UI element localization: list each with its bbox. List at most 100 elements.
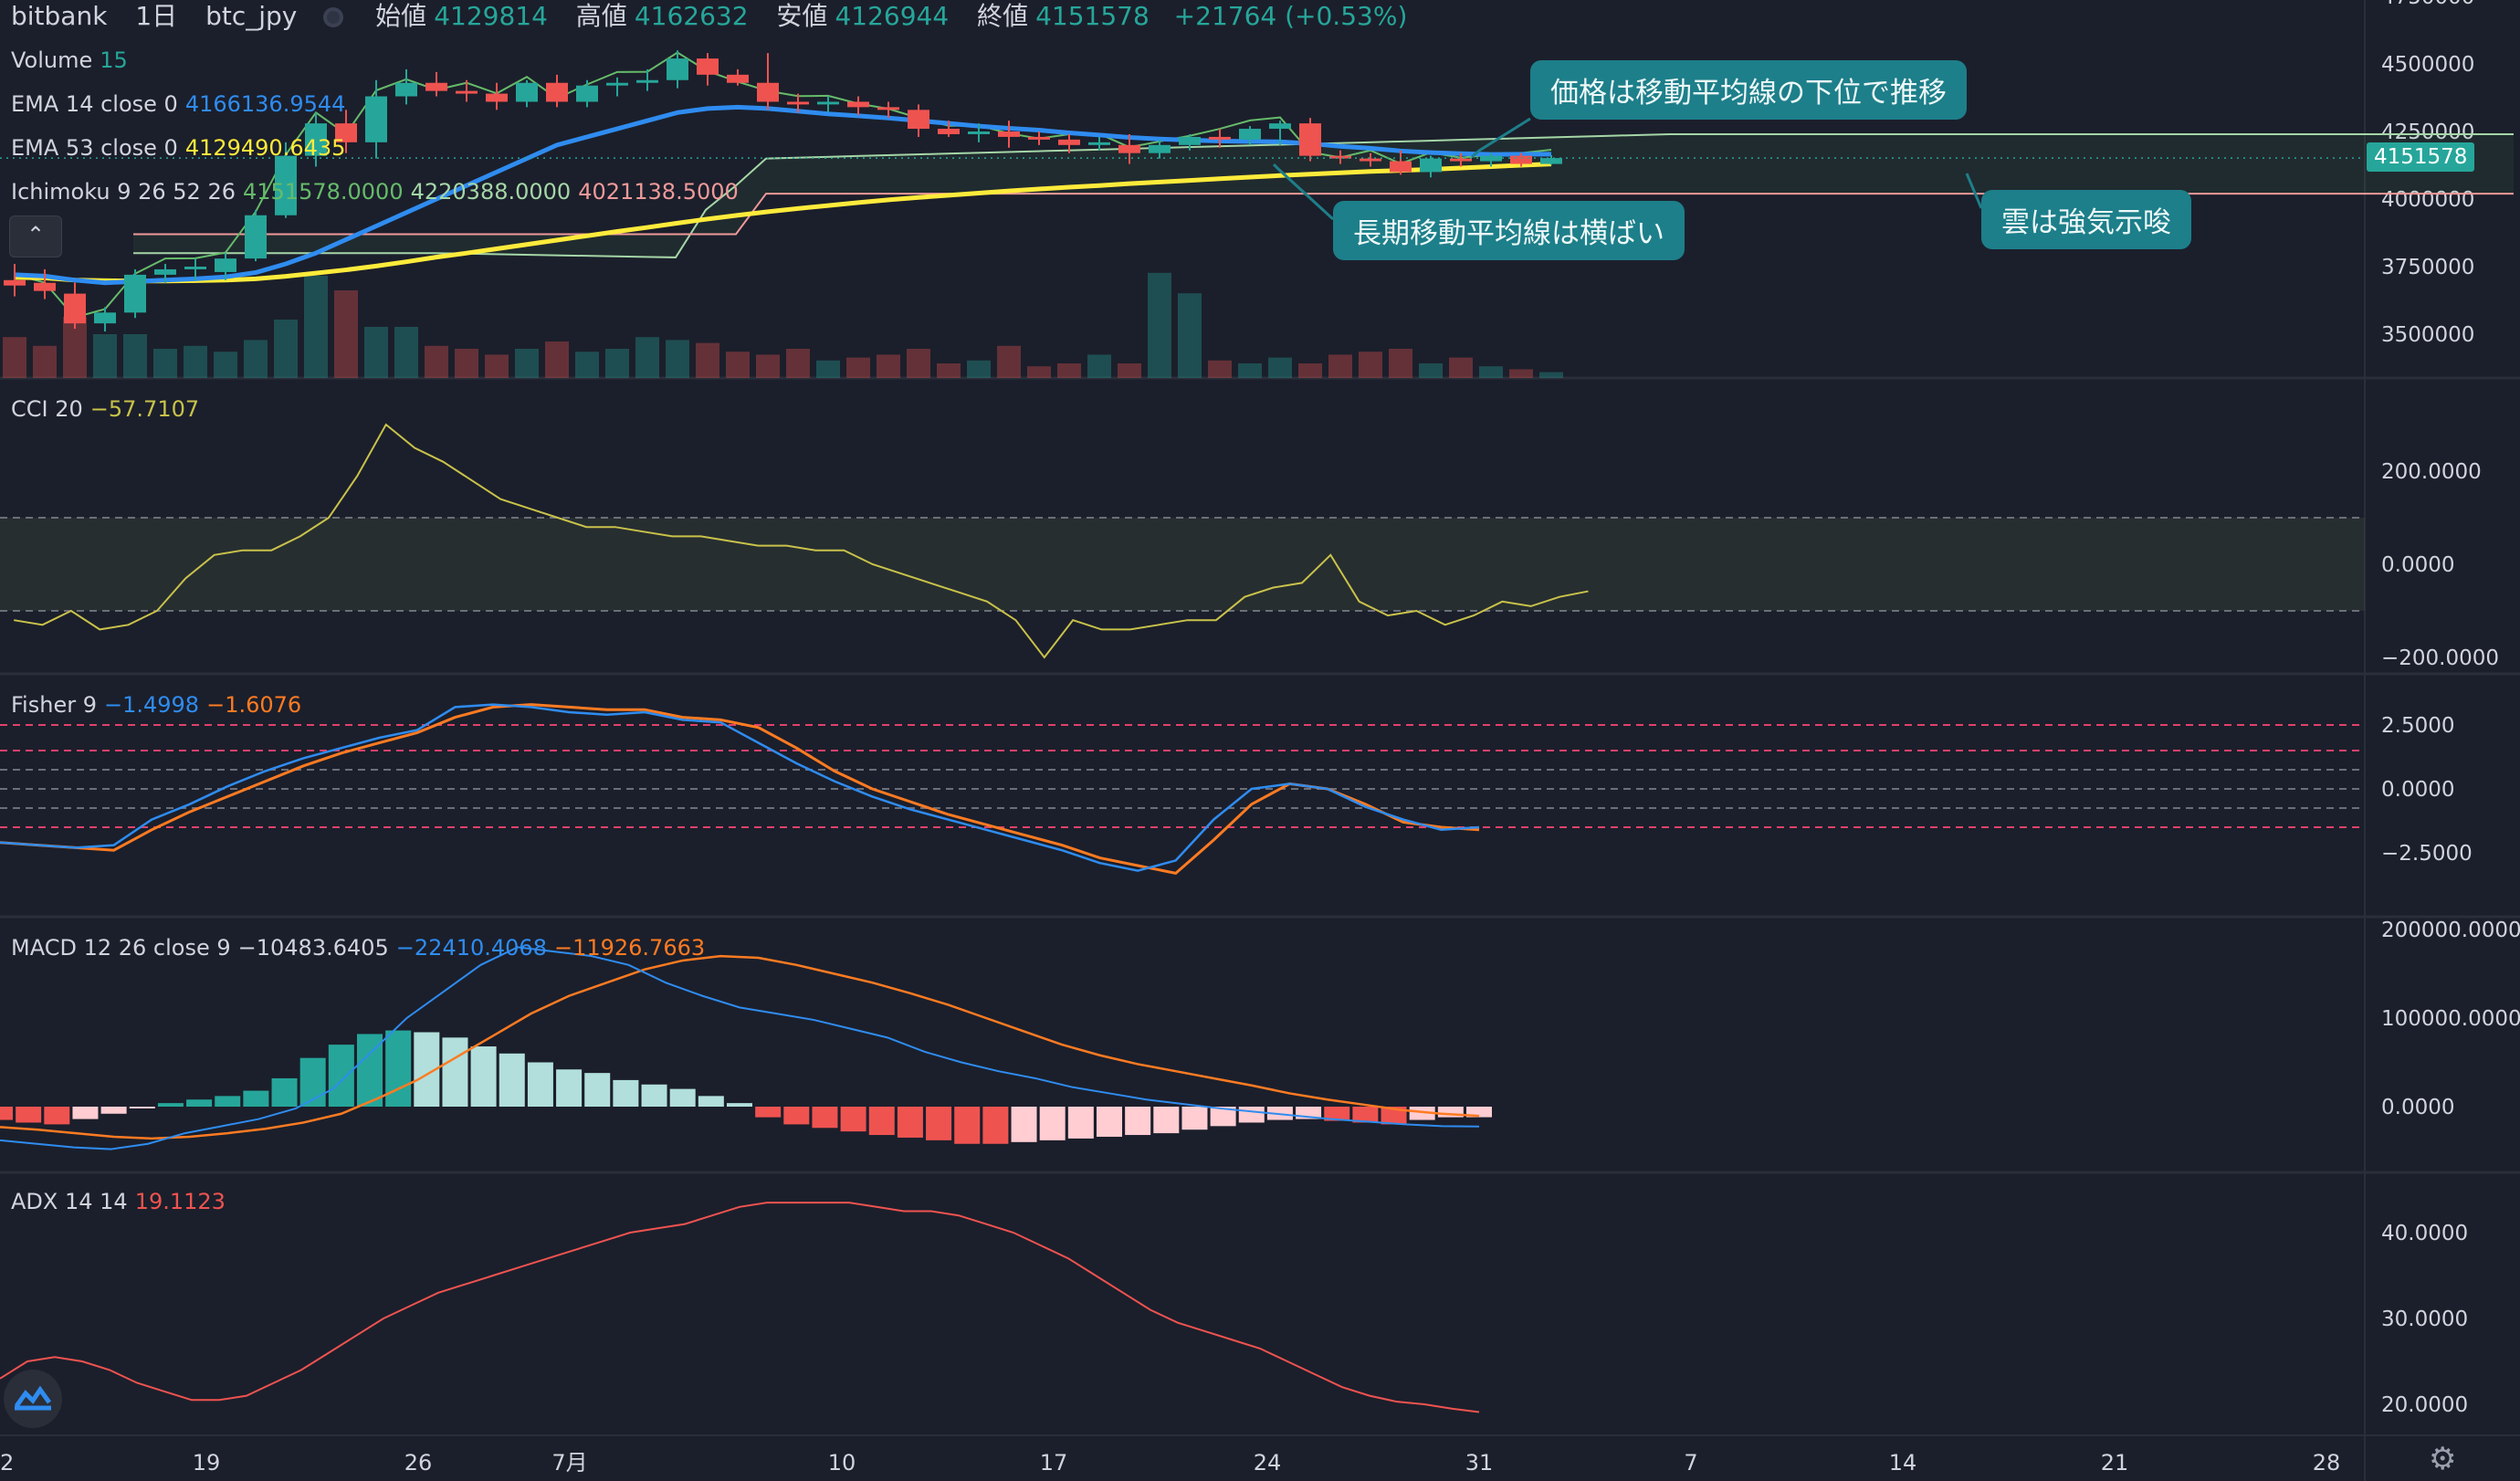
volume-bar [545,341,569,378]
volume-bar [1208,360,1232,378]
ema53-legend[interactable]: EMA 53 close 0 4129490.6435 [11,135,352,161]
macd-legend[interactable]: MACD 12 26 close 9 −10483.6405 −22410.4068… [11,935,712,961]
candle-body [516,82,538,102]
ichimoku-legend[interactable]: Ichimoku 9 26 52 26 4151578.0000 4220388.0… [11,179,746,205]
candle-body [576,85,598,102]
volume-bar [726,352,750,378]
gear-icon[interactable]: ⚙ [2429,1441,2457,1477]
symbol-name[interactable]: btc_jpy [205,1,298,31]
candle-body [1209,136,1231,140]
fisher-legend[interactable]: Fisher 9 −1.4998 −1.6076 [11,692,309,718]
candle-body [968,131,990,134]
macd-histogram-bar [669,1088,696,1107]
volume-bar [1509,369,1533,378]
candle-body [1450,158,1472,162]
cci-legend[interactable]: CCI 20 −57.7107 [11,396,206,422]
tradingview-logo[interactable] [4,1370,62,1428]
adx-axis-label: 20.0000 [2381,1393,2468,1417]
volume-bar [997,345,1021,378]
volume-bar [756,354,780,378]
exchange-name[interactable]: bitbank [11,1,108,31]
candle-body [486,93,508,102]
candle-body [456,90,478,94]
candle-body [1269,123,1291,130]
ema14-legend-name: EMA 14 close 0 [11,91,178,117]
candle-body [787,101,809,105]
candle-body [636,79,658,83]
macd-histogram-bar [72,1107,99,1119]
macd-legend-v2: −22410.4068 [395,935,547,961]
adx-legend[interactable]: ADX 14 14 19.1123 [11,1189,233,1214]
candle-body [606,82,628,86]
macd-histogram-bar [556,1069,583,1107]
macd-histogram-bar [16,1107,42,1123]
market-status-icon [323,7,344,27]
macd-histogram-bar [1409,1107,1435,1120]
candle-body [215,258,236,272]
cci-axis-label: 200.0000 [2381,460,2482,484]
macd-histogram-bar [812,1107,838,1129]
volume-bar [635,337,659,378]
annotation-cloud-bullish[interactable]: 雲は強気示唆 [1981,190,2191,249]
collapse-legend-button[interactable]: ⌃ [9,215,62,257]
volume-legend[interactable]: Volume 15 [11,47,135,73]
fisher-axis-label: −2.5000 [2381,842,2473,866]
volume-bar [1118,363,1141,378]
volume-bar [816,360,840,378]
candle-body [1510,155,1532,164]
macd-histogram-bar [1466,1107,1492,1118]
volume-bar [334,290,358,378]
macd-histogram-bar [44,1107,70,1125]
candle-body [1118,144,1140,153]
candle-body [998,131,1020,137]
macd-histogram-bar [100,1107,127,1114]
macd-histogram-bar [1381,1107,1407,1125]
macd-histogram-bar [982,1107,1009,1144]
volume-bar [1238,363,1262,378]
macd-histogram-bar [1097,1107,1122,1137]
candle-body [1299,123,1321,156]
candle-body [365,96,387,142]
macd-histogram-bar [527,1062,553,1107]
low-label: 安値 [776,1,828,31]
volume-bar [123,334,147,378]
candle-body [877,107,899,110]
time-axis-label: 17 [1040,1450,1068,1476]
candle-body [395,82,417,97]
macd-signal-line [0,954,1480,1140]
interval-label[interactable]: 1日 [135,1,178,31]
macd-histogram-bar [868,1107,895,1136]
change-value: +21764 (+0.53%) [1173,1,1408,31]
volume-bar [3,337,26,378]
candle-body [847,101,869,108]
open-label: 始値 [375,1,427,31]
candle-body [908,110,929,130]
volume-bar [1389,349,1412,378]
open-value: 4129814 [434,1,548,31]
annotation-pointer [1471,117,1531,159]
volume-bar [846,357,870,378]
candle-body [1329,155,1351,159]
volume-bar [1328,354,1352,378]
macd-histogram-bar [584,1073,611,1107]
annotation-long-ma-flat[interactable]: 長期移動平均線は横ばい [1333,201,1685,260]
volume-bar [33,345,57,378]
ema14-legend[interactable]: EMA 14 close 0 4166136.9544 [11,91,352,117]
candle-body [697,58,719,75]
volume-bar [1087,354,1111,378]
price-axis-label: 4750000 [2381,0,2474,9]
annotation-pointer [1965,173,1983,209]
adx-axis-label: 30.0000 [2381,1308,2468,1331]
macd-histogram-bar [499,1053,525,1107]
volume-legend-name: Volume [11,47,93,73]
candle-body [546,82,568,102]
candle-body [335,123,357,142]
time-axis-label: 7 [1684,1450,1697,1476]
annotation-price-below-ma[interactable]: 価格は移動平均線の下位で推移 [1530,60,1967,120]
time-axis-label: 19 [193,1450,221,1476]
candle-body [34,282,56,291]
volume-bar [696,342,719,378]
adx-line [0,1202,1480,1413]
